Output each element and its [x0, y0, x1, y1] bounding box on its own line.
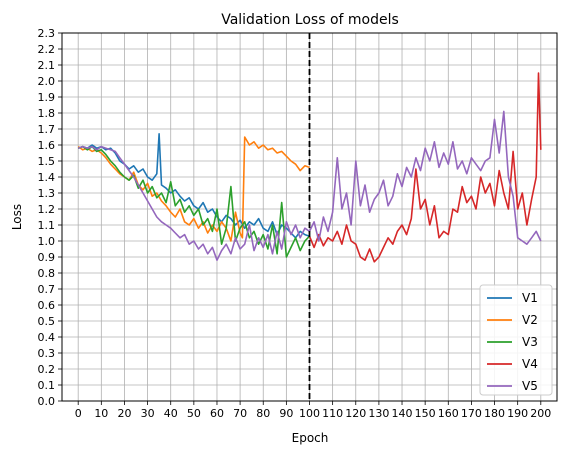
y-tick-label: 0.9: [38, 251, 56, 264]
legend-label: V2: [522, 313, 538, 327]
x-tick-label: 140: [392, 407, 413, 420]
y-tick-label: 2.0: [38, 75, 56, 88]
series-line-v2: [77, 136, 310, 242]
y-tick-label: 1.3: [38, 187, 56, 200]
legend-label: V1: [522, 291, 538, 305]
x-tick-label: 100: [299, 407, 320, 420]
x-tick-label: 40: [164, 407, 178, 420]
y-tick-label: 0.0: [38, 395, 56, 408]
legend-label: V5: [522, 379, 538, 393]
y-tick-label: 1.7: [38, 123, 56, 136]
x-axis-ticks: 0 10 20 30 40 50 60 70 80 90 100 110 120 130 140 150 160…: [75, 401, 551, 420]
y-tick-label: 2.3: [38, 27, 56, 40]
x-tick-label: 190: [507, 407, 528, 420]
plot-frame: [61, 32, 558, 402]
x-tick-label: 120: [345, 407, 366, 420]
legend-label: V3: [522, 335, 538, 349]
legend-label: V4: [522, 357, 538, 371]
x-tick-label: 200: [530, 407, 551, 420]
legend-box: [479, 284, 553, 396]
x-tick-label: 70: [233, 407, 247, 420]
series-line-v1: [77, 133, 310, 239]
x-tick-label: 180: [484, 407, 505, 420]
legend: V1 V2 V3 V4 V5: [479, 284, 553, 396]
x-tick-label: 60: [210, 407, 224, 420]
x-tick-label: 130: [368, 407, 389, 420]
y-axis-ticks: 0.0 0.1 0.2 0.3 0.4 0.5 0.6 0.7 0.8 0.9 1.0 1.1 1.2 1…: [38, 27, 62, 408]
y-axis-label: Loss: [10, 204, 24, 230]
y-tick-label: 1.8: [38, 107, 56, 120]
y-tick-label: 2.2: [38, 43, 56, 56]
x-tick-label: 80: [256, 407, 270, 420]
x-tick-label: 30: [141, 407, 155, 420]
y-tick-label: 0.5: [38, 315, 56, 328]
y-tick-label: 0.4: [38, 331, 56, 344]
series-line-v4: [308, 72, 542, 263]
y-tick-label: 0.2: [38, 363, 56, 376]
y-tick-label: 2.1: [38, 59, 56, 72]
x-axis-label: Epoch: [292, 431, 329, 445]
y-tick-label: 1.2: [38, 203, 56, 216]
x-tick-label: 0: [75, 407, 82, 420]
y-tick-label: 0.7: [38, 283, 56, 296]
x-tick-label: 170: [461, 407, 482, 420]
y-tick-label: 1.5: [38, 155, 56, 168]
x-tick-label: 160: [438, 407, 459, 420]
y-tick-label: 1.1: [38, 219, 56, 232]
series-line-v3: [77, 145, 311, 258]
y-tick-label: 0.8: [38, 267, 56, 280]
x-tick-label: 50: [187, 407, 201, 420]
y-tick-label: 0.3: [38, 347, 56, 360]
x-tick-label: 90: [279, 407, 293, 420]
y-tick-label: 1.6: [38, 139, 56, 152]
y-tick-label: 1.0: [38, 235, 56, 248]
x-tick-label: 150: [415, 407, 436, 420]
y-tick-label: 0.6: [38, 299, 56, 312]
x-tick-label: 10: [94, 407, 108, 420]
x-tick-label: 110: [322, 407, 343, 420]
chart-title: Validation Loss of models: [221, 12, 399, 28]
x-tick-label: 20: [117, 407, 131, 420]
y-tick-label: 1.9: [38, 91, 56, 104]
y-tick-label: 1.4: [38, 171, 56, 184]
y-tick-label: 0.1: [38, 379, 56, 392]
